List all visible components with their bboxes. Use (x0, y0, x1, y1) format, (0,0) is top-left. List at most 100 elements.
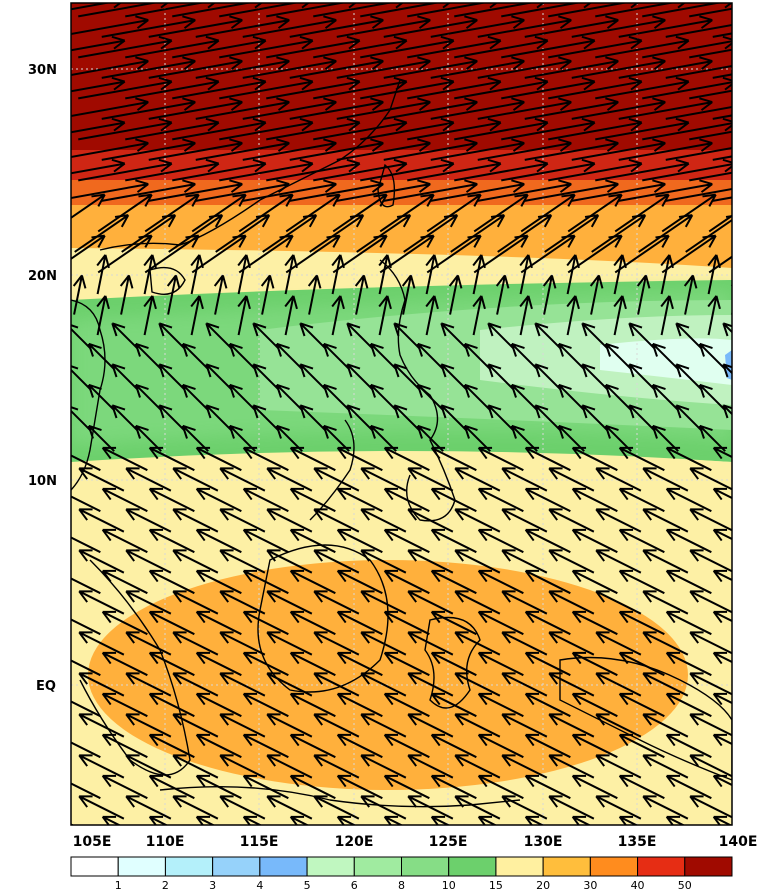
wind-vector (134, 342, 162, 370)
wind-vector (71, 138, 149, 159)
wind-vector (595, 117, 690, 141)
wind-vector (252, 363, 280, 391)
wind-vector (78, 508, 125, 533)
colorbar-tick-label: 50 (678, 879, 692, 892)
wind-vector (322, 383, 350, 411)
wind-vector (407, 672, 454, 697)
wind-vector (571, 446, 618, 472)
wind-vector (360, 549, 407, 574)
wind-vector (71, 618, 101, 636)
wind-vector (689, 590, 732, 614)
wind-vector (722, 404, 732, 419)
wind-vector (548, 76, 643, 100)
wind-vector (430, 56, 525, 79)
colorbar-swatch (495, 856, 544, 877)
wind-vector (477, 774, 524, 800)
wind-vector (242, 138, 337, 161)
wind-vector (71, 158, 126, 175)
wind-vector (205, 363, 233, 391)
colorbar-tick-label: 6 (351, 879, 358, 892)
wind-vector (101, 15, 196, 38)
wind-vector (747, 385, 772, 410)
wind-vector (454, 467, 501, 492)
wind-vector (289, 733, 336, 759)
colorbar-tick-label: 3 (209, 879, 216, 892)
wind-vector (712, 155, 732, 161)
wind-vector (242, 528, 289, 554)
wind-vector (238, 193, 294, 233)
wind-vector (172, 76, 267, 100)
wind-vector (534, 322, 562, 350)
wind-vector (430, 446, 477, 472)
wind-vector (101, 446, 148, 472)
wind-vector (651, 342, 679, 370)
wind-vector (473, 193, 529, 233)
wind-vector (524, 97, 619, 120)
wind-vector (430, 610, 477, 636)
wind-vector (689, 631, 732, 655)
wind-vector (407, 549, 454, 574)
wind-vector (689, 549, 732, 573)
wind-vector (266, 713, 313, 738)
wind-vector (148, 651, 195, 677)
wind-vector (548, 35, 643, 59)
wind-vector (78, 467, 125, 492)
wind-vector (331, 295, 345, 336)
wind-vector (195, 15, 290, 38)
wind-vector (618, 56, 713, 79)
wind-vector (618, 774, 665, 800)
wind-vector (125, 117, 220, 141)
wind-vector (510, 342, 538, 370)
wind-vector (195, 610, 242, 636)
wind-vector (393, 404, 421, 432)
wind-vector (275, 383, 303, 411)
wind-vector (172, 35, 267, 59)
wind-vector (101, 815, 122, 825)
wind-vector (440, 404, 468, 432)
wind-vector (101, 97, 196, 120)
wind-vector (722, 363, 732, 378)
wind-vector (477, 692, 524, 718)
wind-vector (289, 446, 336, 472)
wind-vector (383, 138, 478, 161)
wind-vector (524, 692, 571, 718)
wind-vector (393, 363, 421, 391)
wind-vector (284, 254, 298, 295)
wind-vector (71, 56, 149, 77)
wind-vector (71, 193, 106, 220)
wind-vector (195, 446, 242, 472)
wind-vector (520, 234, 576, 274)
wind-vector (642, 467, 689, 492)
wind-vector (581, 404, 609, 432)
wind-vector (71, 15, 149, 36)
wind-vector (378, 295, 392, 336)
wind-vector (454, 158, 549, 182)
wind-vector (661, 193, 717, 233)
wind-vector (477, 528, 524, 554)
wind-vector (548, 672, 595, 697)
wind-vector (524, 15, 619, 38)
wind-vector (360, 590, 407, 615)
wind-vector (454, 590, 501, 615)
wind-vector (524, 733, 571, 759)
wind-vector (336, 692, 383, 718)
wind-vector (618, 610, 665, 636)
wind-vector (665, 64, 732, 79)
wind-vector (172, 713, 219, 738)
lat-label-10n: 10N (28, 474, 57, 489)
wind-vector (614, 234, 670, 274)
wind-vector (313, 158, 408, 182)
wind-vector (642, 117, 732, 141)
wind-vector (78, 713, 125, 738)
wind-vector (477, 15, 572, 38)
wind-vector (548, 713, 595, 738)
wind-vector (195, 651, 242, 677)
wind-vector (266, 76, 361, 100)
wind-vector (360, 467, 407, 492)
wind-vector (369, 383, 397, 411)
wind-vector (71, 35, 126, 52)
wind-vector (275, 342, 303, 370)
wind-vector (383, 692, 430, 718)
wind-vector (71, 577, 101, 595)
wind-vector (289, 56, 384, 79)
